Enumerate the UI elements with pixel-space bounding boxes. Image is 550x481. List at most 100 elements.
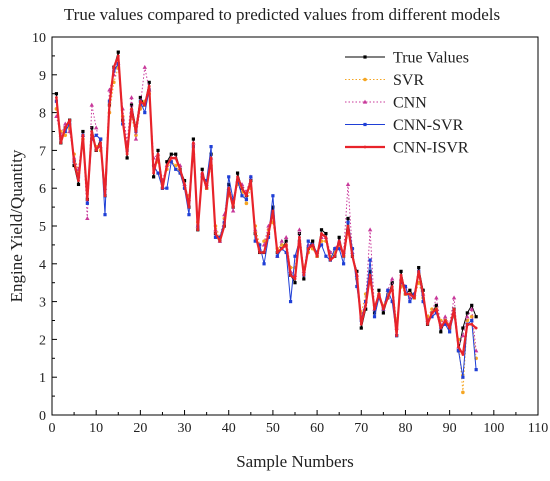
true-values-point (293, 281, 297, 285)
cnn-svr-point (258, 243, 262, 247)
cnn-isvr-point (457, 345, 460, 349)
cnn-isvr-point (240, 186, 244, 190)
cnn-isvr-point (404, 292, 407, 296)
cnn-isvr-point (280, 247, 284, 251)
cnn-isvr-point (448, 326, 452, 330)
cnn-isvr-point (289, 273, 292, 277)
cnn-svr-point (213, 235, 218, 239)
cnn-point (465, 314, 470, 319)
true-values-point (147, 80, 151, 84)
cnn-isvr-point (351, 254, 354, 258)
x-tick-label: 100 (483, 421, 504, 436)
legend-label: SVR (393, 72, 424, 89)
cnn-svr-point (337, 247, 341, 251)
x-tick-label: 90 (443, 421, 457, 436)
y-tick-label: 4 (39, 258, 46, 273)
true-values-point (461, 326, 465, 330)
cnn-point (283, 234, 289, 239)
cnn-point (367, 227, 373, 232)
cnn-point (297, 227, 302, 232)
cnn-point (390, 276, 395, 281)
cnn-point (129, 95, 134, 100)
cnn-svr-point (346, 220, 350, 224)
true-values-point (359, 326, 363, 330)
true-values-point (235, 171, 240, 175)
cnn-isvr-point (399, 273, 403, 277)
cnn-isvr-point (222, 224, 226, 228)
y-tick-label: 2 (39, 333, 46, 348)
cnn-isvr-point (253, 232, 257, 235)
cnn-isvr-point (209, 156, 213, 160)
cnn-svr-point (293, 254, 297, 258)
cnn-isvr-point (156, 152, 160, 156)
cnn-isvr-point (99, 141, 102, 145)
cnn-svr-point (342, 262, 346, 266)
true-values-point (377, 288, 381, 292)
cnn-isvr-point (412, 296, 416, 300)
cnn-isvr-point (187, 205, 191, 209)
legend-item-cnn-svr: CNN-SVR (345, 117, 464, 134)
cnn-svr-point (209, 145, 213, 149)
cnn-svr-point (470, 318, 474, 323)
y-tick-label: 7 (39, 144, 46, 159)
cnn-point (85, 216, 90, 221)
cnn-isvr-point (298, 235, 301, 239)
cnn-isvr-point (262, 251, 266, 254)
cnn-isvr-point (461, 353, 465, 356)
cnn-svr-point (456, 349, 461, 353)
cnn-isvr-point (196, 228, 200, 232)
cnn-isvr-point (359, 322, 363, 326)
y-tick-label: 3 (39, 296, 46, 311)
true-values-point (324, 231, 328, 236)
legend-point (363, 145, 367, 149)
cnn-svr-point (319, 243, 324, 247)
cnn-isvr-point (94, 149, 98, 152)
true-values-point (470, 303, 474, 307)
cnn-svr-point (99, 137, 103, 141)
series-svr (54, 65, 478, 395)
cnn-svr-point (372, 315, 377, 319)
cnn-isvr-point (165, 164, 169, 167)
chart-title: True values compared to predicted values… (64, 5, 500, 24)
cnn-isvr-point (306, 247, 310, 251)
true-values-point (169, 152, 173, 156)
true-values-point (417, 265, 421, 270)
cnn-isvr-point (443, 319, 447, 322)
cnn-isvr-point (342, 254, 345, 258)
cnn-isvr-point (258, 251, 262, 254)
cnn-point (451, 295, 457, 300)
true-values-point (465, 311, 469, 315)
cnn-svr-point (244, 197, 248, 202)
cnn-isvr-point (191, 141, 195, 145)
x-tick-label: 70 (354, 421, 368, 436)
true-values-point (116, 50, 120, 54)
cnn-isvr-point (72, 160, 76, 164)
cnn-point (230, 208, 236, 213)
cnn-isvr-point (381, 307, 385, 311)
cnn-point (279, 238, 284, 243)
x-tick-label: 20 (133, 421, 147, 436)
svr-line (55, 66, 477, 393)
true-values-point (191, 137, 195, 141)
cnn-isvr-point (434, 307, 438, 311)
cnn-svr-point (284, 250, 288, 255)
cnn-isvr-point (138, 99, 142, 103)
cnn-isvr-point (63, 126, 67, 130)
svr-point (262, 239, 266, 243)
cnn-isvr-point (200, 171, 204, 175)
cnn-svr-point (262, 262, 266, 266)
cnn-point (473, 348, 479, 353)
cnn-isvr-point (470, 322, 474, 326)
legend: True Values SVR CNN CNN-SVR CNN-ISVR (345, 50, 469, 157)
cnn-isvr-point (112, 65, 116, 69)
cnn-isvr-point (143, 103, 147, 107)
cnn-isvr-point (373, 307, 376, 311)
cnn-isvr-point (324, 235, 328, 239)
cnn-svr-point (350, 247, 355, 251)
cnn-isvr-point (183, 183, 186, 186)
cnn-isvr-point (147, 84, 151, 88)
cnn-isvr-point (408, 292, 412, 296)
cnn-isvr-point (267, 232, 270, 235)
cnn-svr-point (271, 194, 275, 198)
